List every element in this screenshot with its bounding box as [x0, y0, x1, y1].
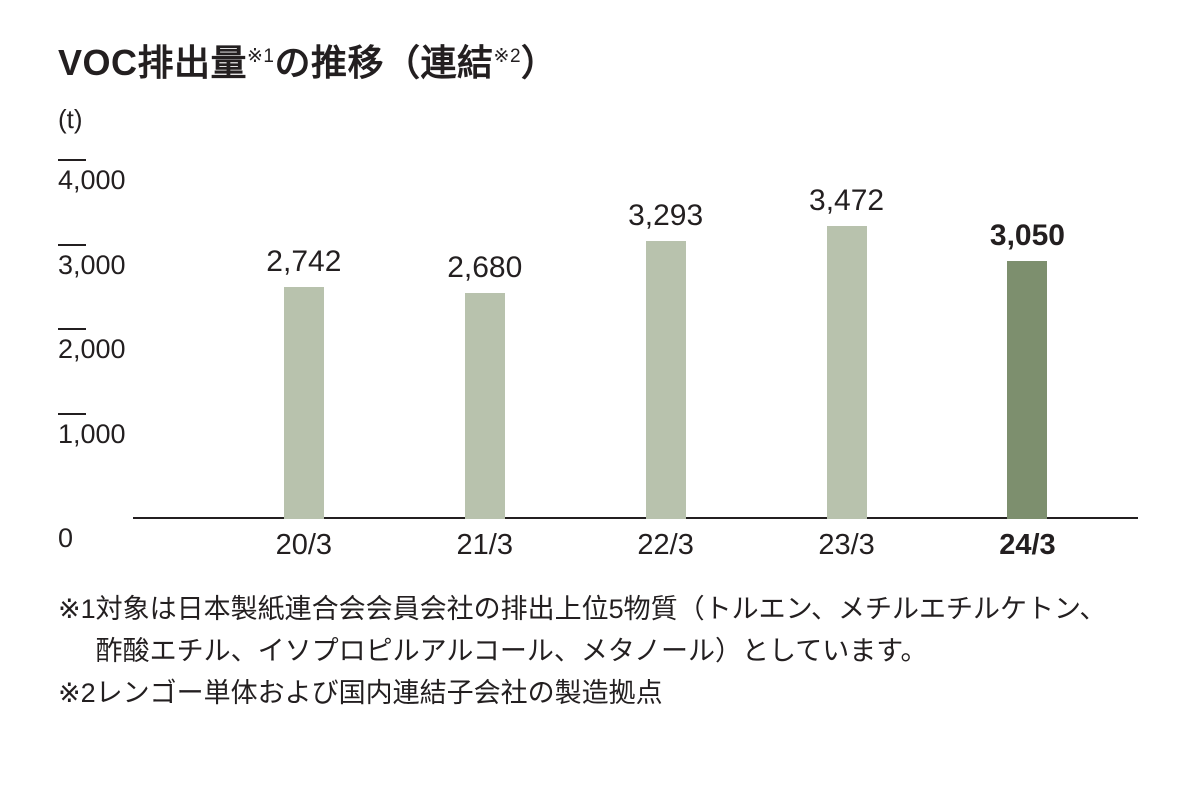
y-axis-unit: (t) [58, 104, 1142, 135]
bar-fill [465, 293, 505, 519]
footnote-1: ※1 対象は日本製紙連合会会員会社の排出上位5物質（トルエン、メチルエチルケトン… [58, 589, 1142, 673]
bar: 2,742 [284, 287, 324, 519]
y-tick-mark [58, 159, 86, 161]
y-tick-label: 3,000 [58, 250, 128, 281]
bar-value-label: 3,293 [628, 199, 703, 233]
bar-fill [827, 226, 867, 519]
x-tick-label: 23/3 [757, 529, 937, 562]
x-tick-label: 24/3 [937, 529, 1117, 562]
title-prefix: VOC排出量 [58, 42, 247, 83]
x-tick-label: 20/3 [214, 529, 394, 562]
footnote-1-line2: 酢酸エチル、イソプロピルアルコール、メタノール）としています。 [96, 636, 928, 666]
y-tick-label: 4,000 [58, 165, 128, 196]
footnote-2-body: レンゴー単体および国内連結子会社の製造拠点 [96, 673, 1142, 715]
bar: 3,050 [1007, 261, 1047, 519]
y-tick-mark [58, 328, 86, 330]
footnote-1-line1: 対象は日本製紙連合会会員会社の排出上位5物質（トルエン、メチルエチルケトン、 [96, 594, 1107, 624]
bar-fill [646, 241, 686, 519]
y-tick-mark [58, 244, 86, 246]
bar: 3,472 [827, 226, 867, 519]
y-tick-label: 2,000 [58, 334, 128, 365]
bar-fill [1007, 261, 1047, 519]
y-tick-label: 0 [58, 523, 128, 554]
title-suffix: ） [521, 42, 558, 83]
bar-value-label: 2,742 [266, 245, 341, 279]
footnote-2-tag: ※2 [58, 673, 96, 715]
bar-value-label: 2,680 [447, 251, 522, 285]
bar: 2,680 [465, 293, 505, 519]
x-tick-label: 21/3 [395, 529, 575, 562]
bar-value-label: 3,472 [809, 184, 884, 218]
y-tick-label: 1,000 [58, 419, 128, 450]
footnote-2: ※2 レンゴー単体および国内連結子会社の製造拠点 [58, 673, 1142, 715]
title-sup1: ※1 [247, 46, 275, 67]
bar-fill [284, 287, 324, 519]
footnote-1-body: 対象は日本製紙連合会会員会社の排出上位5物質（トルエン、メチルエチルケトン、 酢… [96, 589, 1142, 673]
x-tick-label: 22/3 [576, 529, 756, 562]
y-tick-mark [58, 413, 86, 415]
title-sup2: ※2 [494, 46, 522, 67]
bar: 3,293 [646, 241, 686, 519]
footnote-1-tag: ※1 [58, 589, 96, 673]
voc-bar-chart: 2,742 20/3 2,680 21/3 3,293 22/3 3,472 23/3 3,05… [58, 139, 1138, 559]
plot-area: 2,74220/32,68021/33,29322/33,47223/33,05… [133, 139, 1138, 519]
footnote-2-line1: レンゴー単体および国内連結子会社の製造拠点 [96, 678, 663, 708]
chart-title: VOC排出量※1の推移（連結※2） [58, 34, 1142, 86]
title-mid: の推移（連結 [275, 42, 494, 83]
bar-value-label: 3,050 [990, 219, 1065, 253]
page: VOC排出量※1の推移（連結※2） (t) 2,74220/32,68021/3… [0, 0, 1200, 787]
footnotes: ※1 対象は日本製紙連合会会員会社の排出上位5物質（トルエン、メチルエチルケトン… [58, 589, 1142, 715]
